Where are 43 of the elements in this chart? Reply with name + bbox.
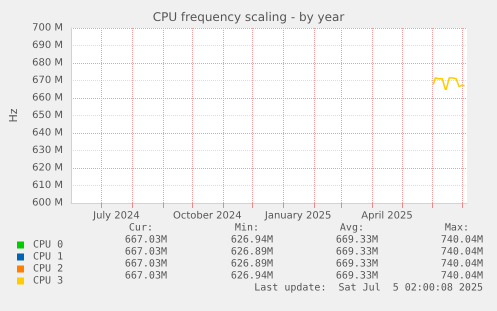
chart-title: CPU frequency scaling - by year — [152, 10, 344, 24]
text: 740.04M — [440, 270, 483, 282]
x-tick-label: July 2024 — [92, 210, 140, 222]
text: 626.94M — [230, 270, 273, 282]
text: Cur: — [128, 222, 153, 234]
y-tick-label: 660 M — [32, 92, 63, 104]
text: 626.89M — [230, 258, 273, 270]
text: 626.89M — [230, 246, 273, 258]
x-tick-label: April 2025 — [361, 210, 413, 222]
y-tick-label: 700 M — [32, 22, 63, 34]
text: 740.04M — [440, 246, 483, 258]
text: 667.03M — [124, 246, 167, 258]
text: 669.33M — [336, 258, 378, 270]
x-tick-label: October 2024 — [172, 210, 242, 222]
text: 669.33M — [336, 246, 378, 258]
y-tick-label: 630 M — [32, 145, 63, 156]
text: 740.04M — [440, 234, 483, 246]
legend-label: CPU 2 — [33, 264, 64, 274]
text: 740.04M — [440, 258, 483, 270]
y-axis-title: Hz — [7, 108, 20, 123]
text: 667.03M — [124, 270, 167, 282]
text: Max: — [444, 222, 469, 234]
legend-label: CPU 1 — [33, 252, 64, 262]
text: Last update: Sat Jul 5 02:00:08 2025 — [254, 282, 483, 294]
text: 669.33M — [336, 234, 378, 246]
text: 626.94M — [230, 234, 273, 246]
y-tick-label: 650 M — [32, 110, 63, 121]
y-tick-label: 610 M — [32, 180, 63, 191]
y-tick-label: 670 M — [32, 75, 63, 86]
y-tick-label: 640 M — [32, 128, 63, 138]
y-tick-label: 600 M — [32, 198, 63, 208]
x-tick-label: January 2025 — [264, 210, 332, 222]
legend-label: CPU 0 — [33, 240, 64, 250]
line-series — [432, 77, 465, 90]
y-tick-label: 690 M — [32, 40, 63, 51]
text: Min: — [234, 222, 259, 234]
legend-label: CPU 3 — [33, 276, 64, 286]
text: 667.03M — [124, 234, 167, 246]
text: 667.03M — [124, 258, 167, 270]
y-tick-label: 620 M — [32, 162, 63, 174]
y-tick-label: 680 M — [32, 58, 63, 68]
text: 669.33M — [336, 270, 378, 282]
text: Avg: — [340, 222, 364, 234]
